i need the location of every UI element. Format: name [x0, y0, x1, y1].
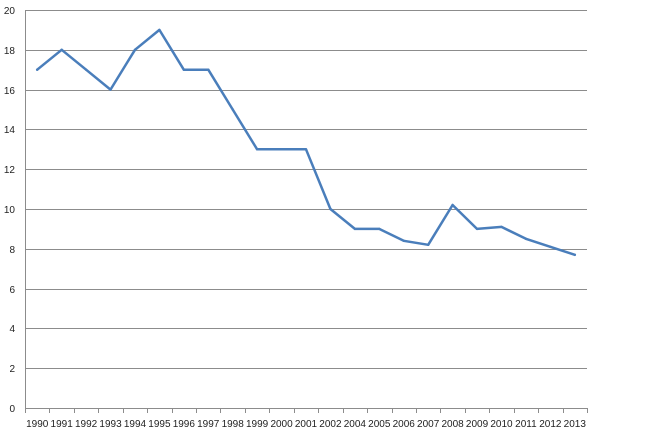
x-tick-label: 2001: [295, 419, 318, 430]
x-tick-label: 2002: [319, 419, 342, 430]
data-point: [231, 108, 234, 111]
data-point: [158, 28, 161, 32]
data-point: [451, 203, 454, 207]
series-group: [35, 28, 577, 257]
x-tick-label: 1993: [99, 419, 122, 430]
x-tick-label: 1992: [75, 419, 98, 430]
data-point: [475, 227, 479, 231]
data-point: [402, 239, 405, 243]
y-tick-label: 6: [9, 285, 15, 296]
data-point: [573, 253, 576, 256]
x-tick-label: 1990: [26, 419, 49, 430]
y-tick-label: 4: [9, 324, 15, 335]
data-point: [207, 68, 210, 71]
data-point: [524, 237, 528, 241]
y-tick-label: 18: [4, 46, 16, 57]
y-tick-label: 16: [4, 86, 16, 97]
data-point: [500, 225, 503, 229]
data-point: [329, 207, 332, 211]
data-point: [255, 148, 259, 151]
x-tick-label: 1994: [124, 419, 147, 430]
x-tick-label: 2007: [417, 419, 440, 430]
data-point: [378, 227, 381, 231]
data-point: [280, 148, 283, 151]
x-tick-label: 1996: [173, 419, 196, 430]
y-tick-label: 2: [9, 364, 15, 375]
x-tick-label: 2000: [270, 419, 293, 430]
x-tick-label: 2010: [490, 419, 513, 430]
series-line-0: [35, 28, 577, 257]
y-axis-tick-labels: 0 2 4 6 8 10 12 14 16 18 20: [4, 6, 16, 415]
x-tick-label: 2009: [466, 419, 489, 430]
data-point: [60, 48, 63, 51]
x-tick-label: 2012: [539, 419, 562, 430]
y-tick-label: 8: [9, 245, 15, 256]
x-tick-label: 2013: [564, 419, 587, 430]
data-point: [353, 227, 357, 231]
y-tick-label: 20: [4, 6, 16, 17]
x-tick-label: 1999: [246, 419, 269, 430]
y-tick-label: 14: [4, 125, 16, 136]
y-tick-label: 12: [4, 165, 16, 176]
x-tick-label: 2005: [368, 419, 391, 430]
x-tick-label: 2004: [344, 419, 367, 430]
data-point: [36, 68, 39, 71]
x-tick-label: 1997: [197, 419, 220, 430]
data-point: [182, 68, 186, 71]
x-tick-label: 2008: [441, 419, 464, 430]
x-axis-tick-labels: 1990 1991 1992 1993 1994 1995 1996 1997 1998 1999…: [26, 419, 586, 430]
data-point: [109, 88, 112, 91]
x-tick-label: 2006: [393, 419, 416, 430]
x-tick-label: 1995: [148, 419, 171, 430]
data-point: [549, 245, 552, 249]
data-point: [84, 68, 88, 71]
data-point: [304, 148, 308, 151]
x-tick-label: 1991: [51, 419, 74, 430]
y-tick-label: 10: [4, 205, 16, 216]
grid-lines: [25, 10, 587, 369]
x-tick-label: 1998: [222, 419, 245, 430]
data-point: [426, 243, 430, 247]
y-tick-label: 0: [9, 404, 15, 415]
data-point: [133, 48, 137, 51]
x-tick-label: 2011: [515, 419, 537, 430]
x-axis: [25, 10, 588, 413]
